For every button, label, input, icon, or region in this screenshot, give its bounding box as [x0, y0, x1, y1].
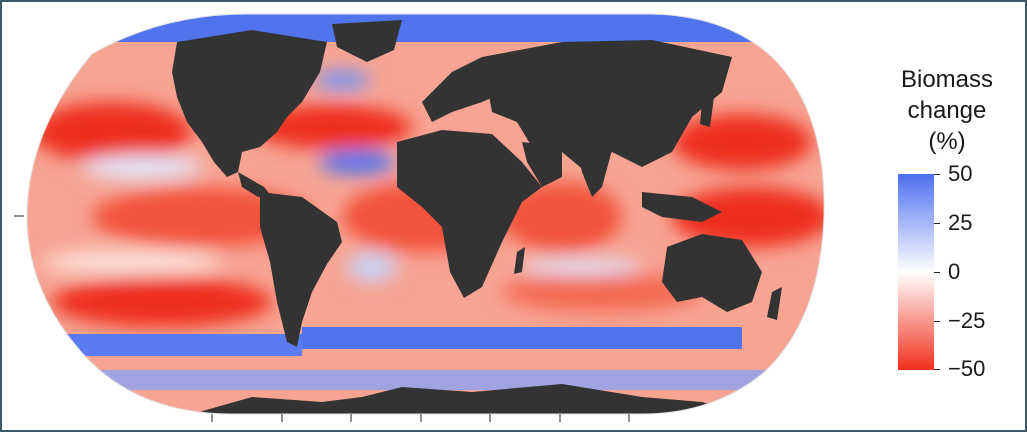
legend-tick-mark: [934, 223, 940, 224]
australia: [662, 234, 762, 312]
japan: [700, 97, 714, 127]
globe-outline: [26, 13, 825, 415]
axis-ticks: [14, 215, 630, 422]
legend-tick-label-minus-25: −25: [948, 308, 986, 333]
north-america: [172, 30, 327, 177]
antarctica: [192, 384, 742, 414]
greenland: [332, 20, 402, 62]
africa: [397, 130, 542, 298]
asia: [482, 40, 732, 177]
southeast-asia-islands: [642, 192, 722, 222]
legend-title-line1: Biomass: [900, 66, 994, 93]
arabia: [522, 142, 562, 187]
arctic-blue-band: [27, 14, 825, 42]
legend-tick-label-25: 25: [948, 210, 973, 235]
india: [577, 147, 612, 197]
legend-tick-label-0: 0: [948, 259, 961, 284]
legend-tick-mark: [934, 174, 940, 175]
legend-tick-mark: [934, 321, 940, 322]
legend-tick-label-50: 50: [948, 161, 973, 186]
central-america: [238, 172, 272, 197]
legend-title-line2: change: [907, 97, 987, 124]
legend-title-line3: (%): [928, 128, 966, 155]
legend-tick-mark: [934, 272, 940, 273]
world-map: [14, 13, 825, 422]
land-masses: [172, 20, 782, 414]
polar-blue-band: [27, 370, 825, 390]
legend-color-bar: [898, 174, 934, 370]
legend-tick-mark: [934, 369, 940, 370]
legend-title: Biomass change (%): [882, 64, 1012, 157]
southern-ocean-blue-band: [302, 327, 742, 349]
southern-ocean-blue-band-west: [27, 334, 302, 356]
south-america: [260, 192, 342, 347]
legend-tick-label-minus-50: −50: [948, 356, 986, 381]
new-zealand: [767, 287, 782, 320]
madagascar: [514, 247, 525, 274]
